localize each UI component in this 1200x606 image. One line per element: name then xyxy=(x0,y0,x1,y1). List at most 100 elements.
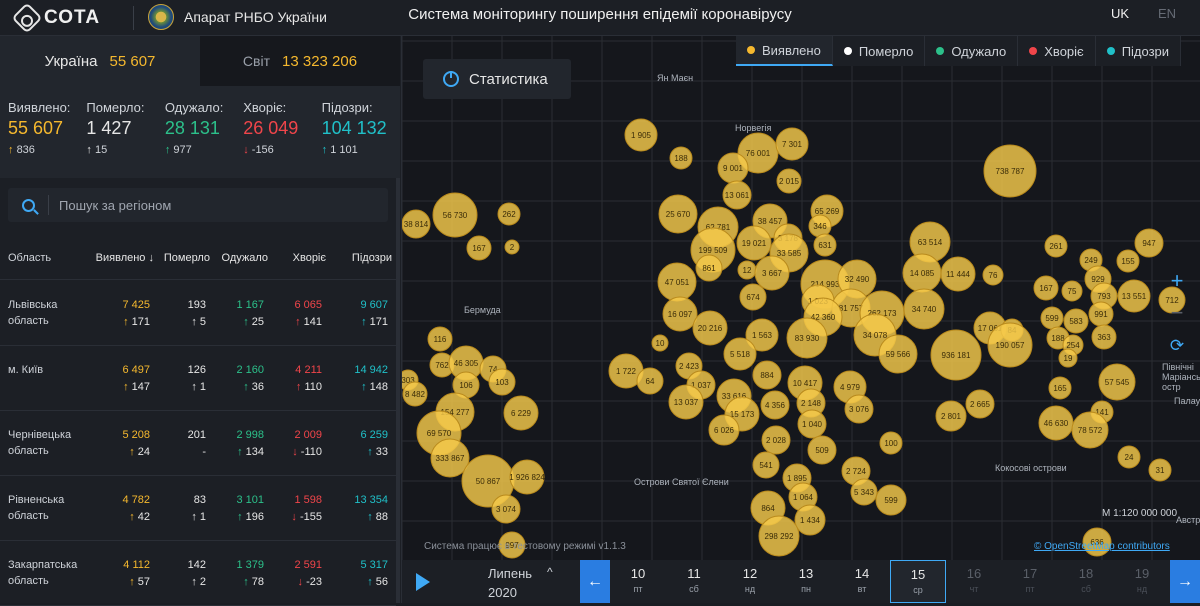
case-bubble[interactable]: 2 xyxy=(504,239,520,255)
case-bubble[interactable]: 38 814 xyxy=(402,209,431,239)
case-bubble[interactable]: 7 301 xyxy=(775,127,809,161)
case-bubble[interactable]: 116 xyxy=(427,326,453,352)
case-bubble[interactable]: 991 xyxy=(1088,301,1114,327)
case-bubble[interactable]: 636 xyxy=(1082,527,1112,557)
month-selector[interactable]: Липень ^ 2020 xyxy=(444,560,580,603)
case-bubble[interactable]: 5 343 xyxy=(850,478,878,506)
case-bubble[interactable]: 16 097 xyxy=(662,296,698,332)
map-canvas[interactable]: 38 814 56 730 262 167 2 1 905 188 76 001 7 301 73… xyxy=(402,36,1200,603)
day-18[interactable]: 18 сб xyxy=(1058,560,1114,603)
day-15[interactable]: 15 ср xyxy=(890,560,947,603)
case-bubble[interactable]: 34 740 xyxy=(903,288,945,330)
case-bubble[interactable]: 1 040 xyxy=(797,409,827,439)
case-bubble[interactable]: 1 434 xyxy=(794,504,826,536)
case-bubble[interactable]: 13 061 xyxy=(722,180,752,210)
case-bubble[interactable]: 4 356 xyxy=(760,390,790,420)
case-bubble[interactable]: 333 867 xyxy=(430,438,470,478)
day-14[interactable]: 14 вт xyxy=(834,560,890,603)
next-day-button[interactable]: → xyxy=(1170,560,1200,603)
case-bubble[interactable]: 2 801 xyxy=(935,400,967,432)
case-bubble[interactable]: 298 292 xyxy=(758,515,800,557)
case-bubble[interactable]: 1 905 xyxy=(624,118,658,152)
case-bubble[interactable]: 56 730 xyxy=(432,192,478,238)
case-bubble[interactable]: 47 051 xyxy=(657,262,697,302)
day-16[interactable]: 16 чт xyxy=(946,560,1002,603)
case-bubble[interactable]: 936 181 xyxy=(930,329,982,381)
case-bubble[interactable]: 599 xyxy=(1040,306,1064,330)
case-bubble[interactable]: 19 021 xyxy=(736,225,772,261)
search-icon[interactable] xyxy=(8,198,48,212)
case-bubble[interactable]: 1 563 xyxy=(745,318,779,352)
case-bubble[interactable]: 2 015 xyxy=(776,168,802,194)
case-bubble[interactable]: 3 074 xyxy=(491,494,521,524)
case-bubble[interactable]: 997 xyxy=(498,531,526,559)
case-bubble[interactable]: 100 xyxy=(879,431,903,455)
org-block[interactable]: Апарат РНБО України xyxy=(148,4,327,30)
col-detected[interactable]: Виявлено ↓ xyxy=(84,252,154,264)
case-bubble[interactable]: 46 630 xyxy=(1038,405,1074,441)
case-bubble[interactable]: 12 xyxy=(737,260,757,280)
case-bubble[interactable]: 9 001 xyxy=(717,152,749,184)
case-bubble[interactable]: 861 xyxy=(695,254,723,282)
col-suspected[interactable]: Підозри xyxy=(351,251,392,264)
case-bubble[interactable]: 738 787 xyxy=(983,144,1037,198)
case-bubble[interactable]: 712 xyxy=(1158,286,1186,314)
case-bubble[interactable]: 19 xyxy=(1058,348,1078,368)
case-bubble[interactable]: 25 670 xyxy=(658,194,698,234)
case-bubble[interactable]: 75 xyxy=(1061,280,1083,302)
case-bubble[interactable]: 155 xyxy=(1116,249,1140,273)
search-input[interactable] xyxy=(48,195,388,215)
case-bubble[interactable]: 32 490 xyxy=(837,259,877,299)
case-bubble[interactable]: 14 085 xyxy=(902,253,942,293)
case-bubble[interactable]: 188 xyxy=(669,146,693,170)
case-bubble[interactable]: 884 xyxy=(752,360,782,390)
day-11[interactable]: 11 сб xyxy=(666,560,722,603)
case-bubble[interactable]: 2 028 xyxy=(761,425,791,455)
day-12[interactable]: 12 нд xyxy=(722,560,778,603)
case-bubble[interactable]: 261 xyxy=(1044,234,1068,258)
table-row[interactable]: Рівненська область 4 782 ↑ 42 83 ↑ 1 3 101 ↑ 1… xyxy=(0,476,396,541)
case-bubble[interactable]: 5 518 xyxy=(723,337,757,371)
case-bubble[interactable]: 20 216 xyxy=(692,310,728,346)
case-bubble[interactable]: 631 xyxy=(813,233,837,257)
case-bubble[interactable]: 262 xyxy=(497,202,521,226)
case-bubble[interactable]: 1 926 824 xyxy=(509,459,545,495)
sidebar-scrollbar[interactable] xyxy=(396,178,400,603)
case-bubble[interactable]: 59 566 xyxy=(878,334,918,374)
case-bubble[interactable]: 76 001 xyxy=(737,132,779,174)
col-sick[interactable]: Хворіє xyxy=(292,251,326,264)
case-bubble[interactable]: 509 xyxy=(807,435,837,465)
case-bubble[interactable]: 346 xyxy=(808,214,832,238)
case-bubble[interactable]: 57 545 xyxy=(1098,363,1136,401)
prev-day-button[interactable]: ← xyxy=(580,560,610,603)
case-bubble[interactable]: 363 xyxy=(1091,324,1117,350)
col-deaths[interactable]: Померло xyxy=(163,251,210,264)
zoom-in-button[interactable]: + xyxy=(1170,268,1184,293)
legend-item-3[interactable]: Хворіє xyxy=(1018,36,1096,66)
case-bubble[interactable]: 103 xyxy=(488,368,516,396)
case-bubble[interactable]: 947 xyxy=(1134,228,1164,258)
case-bubble[interactable]: 24 xyxy=(1117,445,1141,469)
legend-item-4[interactable]: Підозри xyxy=(1096,36,1182,66)
case-bubble[interactable]: 13 037 xyxy=(668,384,704,420)
case-bubble[interactable]: 11 444 xyxy=(940,256,976,292)
case-bubble[interactable]: 583 xyxy=(1063,308,1089,334)
osm-attribution-link[interactable]: © OpenStreetMap contributors xyxy=(1034,541,1170,552)
case-bubble[interactable]: 78 572 xyxy=(1071,411,1109,449)
case-bubble[interactable]: 3 667 xyxy=(754,255,790,291)
case-bubble[interactable]: 31 xyxy=(1148,458,1172,482)
case-bubble[interactable]: 190 057 xyxy=(987,322,1033,368)
case-bubble[interactable]: 599 xyxy=(875,484,907,516)
case-bubble[interactable]: 167 xyxy=(466,235,492,261)
zoom-out-button[interactable]: − xyxy=(1170,300,1184,325)
case-bubble[interactable]: 6 026 xyxy=(708,414,740,446)
case-bubble[interactable]: 8 482 xyxy=(402,381,428,407)
world-map[interactable]: 38 814 56 730 262 167 2 1 905 188 76 001 7 301 73… xyxy=(402,36,1200,603)
case-bubble[interactable]: 674 xyxy=(739,283,767,311)
day-17[interactable]: 17 пт xyxy=(1002,560,1058,603)
play-button[interactable] xyxy=(402,560,444,603)
case-bubble[interactable]: 3 076 xyxy=(844,394,874,424)
case-bubble[interactable]: 2 665 xyxy=(965,389,995,419)
